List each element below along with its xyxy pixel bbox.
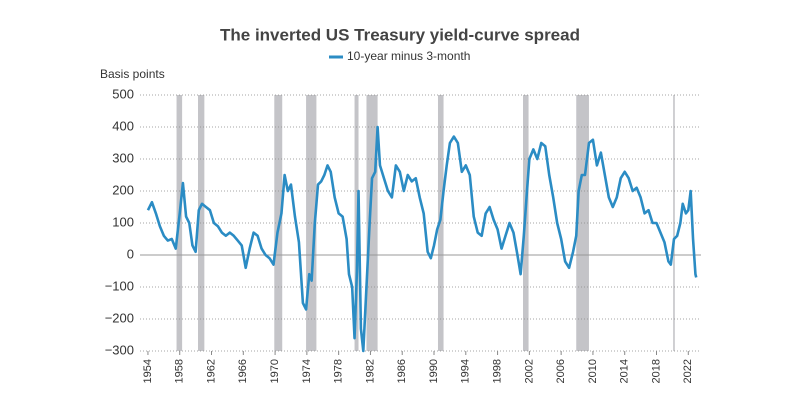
y-tick-label: 300	[112, 150, 134, 165]
x-tick-label: 2006	[555, 359, 567, 383]
x-tick-label: 2002	[523, 359, 535, 383]
recession-band	[366, 95, 378, 351]
y-tick-label: 100	[112, 214, 134, 229]
x-tick-label: 1974	[301, 359, 313, 383]
x-tick-label: 2022	[682, 359, 694, 383]
x-tick-label: 1994	[460, 359, 472, 383]
y-axis-label: Basis points	[100, 67, 165, 81]
x-tick-label: 2018	[650, 359, 662, 383]
y-tick-label: 400	[112, 118, 134, 133]
chart-title: The inverted US Treasury yield-curve spr…	[220, 25, 580, 44]
x-tick-label: 1954	[142, 359, 154, 383]
x-tick-label: 1986	[396, 359, 408, 383]
y-tick-label: 500	[112, 86, 134, 101]
y-tick-label: 0	[127, 246, 134, 261]
y-tick-label: 200	[112, 182, 134, 197]
recession-band	[673, 95, 675, 351]
x-tick-label: 1990	[428, 359, 440, 383]
x-tick-label: 1970	[269, 359, 281, 383]
x-tick-label: 1998	[491, 359, 503, 383]
x-tick-label: 1958	[174, 359, 186, 383]
legend-label: 10-year minus 3-month	[347, 49, 470, 63]
y-tick-label: −200	[105, 310, 134, 325]
recession-band	[198, 95, 205, 351]
x-tick-label: 1978	[333, 359, 345, 383]
x-tick-label: 1962	[205, 359, 217, 383]
series-line	[146, 125, 698, 353]
x-tick-label: 2010	[587, 359, 599, 383]
x-tick-label: 1966	[237, 359, 249, 383]
y-tick-label: −300	[105, 342, 134, 357]
x-tick-label: 1982	[364, 359, 376, 383]
x-tick-label: 2014	[619, 359, 631, 383]
y-tick-label: −100	[105, 278, 134, 293]
